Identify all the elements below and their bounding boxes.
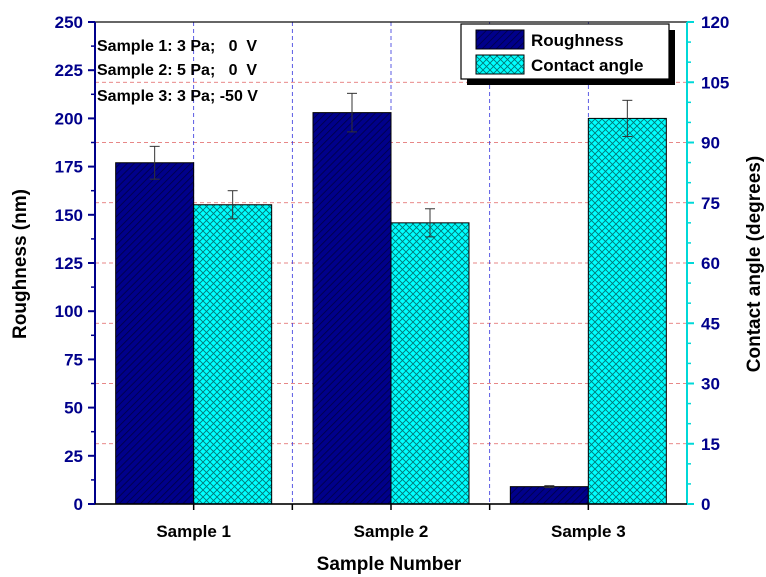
right-tick-label: 0	[701, 495, 710, 514]
legend-swatch-roughness	[475, 29, 525, 50]
x-tick-label: Sample 2	[354, 522, 429, 541]
error-bar-contact-angle-3	[622, 99, 633, 137]
left-tick-label: 25	[64, 447, 83, 466]
legend-label-roughness: Roughness	[531, 31, 624, 50]
bar-roughness-2	[312, 112, 392, 505]
x-axis-title: Sample Number	[317, 554, 462, 575]
error-bar-contact-angle-1	[227, 190, 238, 220]
bar-contact-angle-2	[390, 222, 470, 505]
left-tick-label: 50	[64, 399, 83, 418]
legend-label-contact-angle: Contact angle	[531, 56, 643, 75]
right-axis-title: Contact angle (degrees)	[744, 156, 765, 372]
annotation-sample-3: Sample 3: 3 Pa; -50 V	[97, 88, 258, 105]
right-tick-label: 120	[701, 13, 729, 32]
left-tick-label: 225	[55, 61, 83, 80]
right-axis: 0 15 30 45 60 75 90 105 120	[686, 13, 729, 514]
error-bar-roughness-1	[149, 145, 160, 180]
left-tick-label: 250	[55, 13, 83, 32]
left-tick-label: 200	[55, 109, 83, 128]
right-tick-label: 15	[701, 435, 720, 454]
bars-layer	[115, 112, 667, 505]
x-tick-label: Sample 3	[551, 522, 626, 541]
right-tick-label: 60	[701, 254, 720, 273]
annotation-sample-2: Sample 2: 5 Pa; 0 V	[97, 62, 257, 79]
right-tick-label: 30	[701, 375, 720, 394]
error-bar-roughness-3	[544, 485, 555, 489]
bar-contact-angle-3	[587, 117, 667, 505]
bar-contact-angle-1	[193, 204, 273, 505]
right-tick-label: 105	[701, 73, 729, 92]
left-tick-label: 100	[55, 302, 83, 321]
annotation-block: Sample 1: 3 Pa; 0 V Sample 2: 5 Pa; 0 V …	[97, 38, 258, 105]
right-tick-label: 45	[701, 314, 720, 333]
left-tick-label: 75	[64, 350, 83, 369]
bar-roughness-3	[509, 486, 589, 505]
left-tick-label: 150	[55, 206, 83, 225]
left-axis: 0 25 50 75 100 125 150 175 200 225 250	[55, 13, 96, 514]
left-tick-label: 175	[55, 158, 83, 177]
left-tick-label: 125	[55, 254, 83, 273]
right-tick-label: 90	[701, 134, 720, 153]
x-axis: Sample 1 Sample 2 Sample 3	[95, 503, 687, 541]
left-tick-label: 0	[74, 495, 83, 514]
error-bar-roughness-2	[347, 92, 357, 133]
right-tick-label: 75	[701, 194, 720, 213]
bar-roughness-1	[115, 162, 195, 505]
legend-swatch-contact-angle	[475, 54, 525, 75]
legend: Roughness Contact angle	[460, 23, 675, 85]
error-bar-contact-angle-2	[425, 208, 435, 238]
left-axis-title: Roughness (nm)	[10, 189, 31, 339]
annotation-sample-1: Sample 1: 3 Pa; 0 V	[97, 38, 257, 55]
error-bars-layer	[149, 92, 633, 489]
x-tick-label: Sample 1	[156, 522, 231, 541]
